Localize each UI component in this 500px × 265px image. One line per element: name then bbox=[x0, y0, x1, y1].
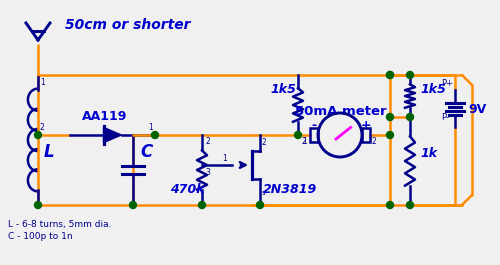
Text: AA119: AA119 bbox=[82, 110, 128, 123]
Text: C - 100p to 1n: C - 100p to 1n bbox=[8, 232, 72, 241]
Circle shape bbox=[34, 201, 42, 209]
Circle shape bbox=[386, 113, 394, 121]
Text: 50mA meter: 50mA meter bbox=[295, 105, 386, 118]
Text: 2: 2 bbox=[371, 137, 376, 146]
Circle shape bbox=[256, 201, 264, 209]
Circle shape bbox=[386, 131, 394, 139]
Text: 1: 1 bbox=[40, 78, 45, 87]
Text: 1: 1 bbox=[148, 123, 153, 132]
Text: -: - bbox=[312, 119, 316, 132]
Text: +: + bbox=[360, 119, 372, 132]
Text: 470k: 470k bbox=[170, 183, 204, 196]
Circle shape bbox=[130, 201, 136, 209]
Text: P-: P- bbox=[441, 113, 449, 122]
Text: P+: P+ bbox=[441, 79, 453, 88]
Text: C: C bbox=[140, 143, 152, 161]
Circle shape bbox=[386, 201, 394, 209]
Text: 9V: 9V bbox=[468, 103, 486, 116]
Circle shape bbox=[152, 131, 158, 139]
Text: 2: 2 bbox=[262, 138, 267, 147]
Text: 1k5: 1k5 bbox=[420, 83, 446, 96]
Text: 2: 2 bbox=[205, 137, 210, 146]
Circle shape bbox=[406, 113, 414, 121]
Text: 3: 3 bbox=[205, 168, 210, 177]
Text: s: s bbox=[262, 190, 266, 196]
Text: 50cm or shorter: 50cm or shorter bbox=[65, 18, 190, 32]
Text: L - 6-8 turns, 5mm dia.: L - 6-8 turns, 5mm dia. bbox=[8, 220, 112, 229]
Circle shape bbox=[386, 72, 394, 78]
Polygon shape bbox=[104, 127, 122, 143]
Text: 1: 1 bbox=[302, 137, 307, 146]
Text: 2N3819: 2N3819 bbox=[263, 183, 318, 196]
Text: 1k5: 1k5 bbox=[270, 83, 296, 96]
Text: 1: 1 bbox=[222, 154, 227, 163]
Text: 2: 2 bbox=[40, 123, 45, 132]
Text: 1k: 1k bbox=[420, 147, 437, 160]
Circle shape bbox=[34, 131, 42, 139]
Circle shape bbox=[198, 201, 205, 209]
Text: 2: 2 bbox=[301, 137, 306, 146]
Circle shape bbox=[386, 72, 394, 78]
Circle shape bbox=[406, 201, 414, 209]
Text: L: L bbox=[44, 143, 54, 161]
Circle shape bbox=[406, 72, 414, 78]
Circle shape bbox=[294, 131, 302, 139]
